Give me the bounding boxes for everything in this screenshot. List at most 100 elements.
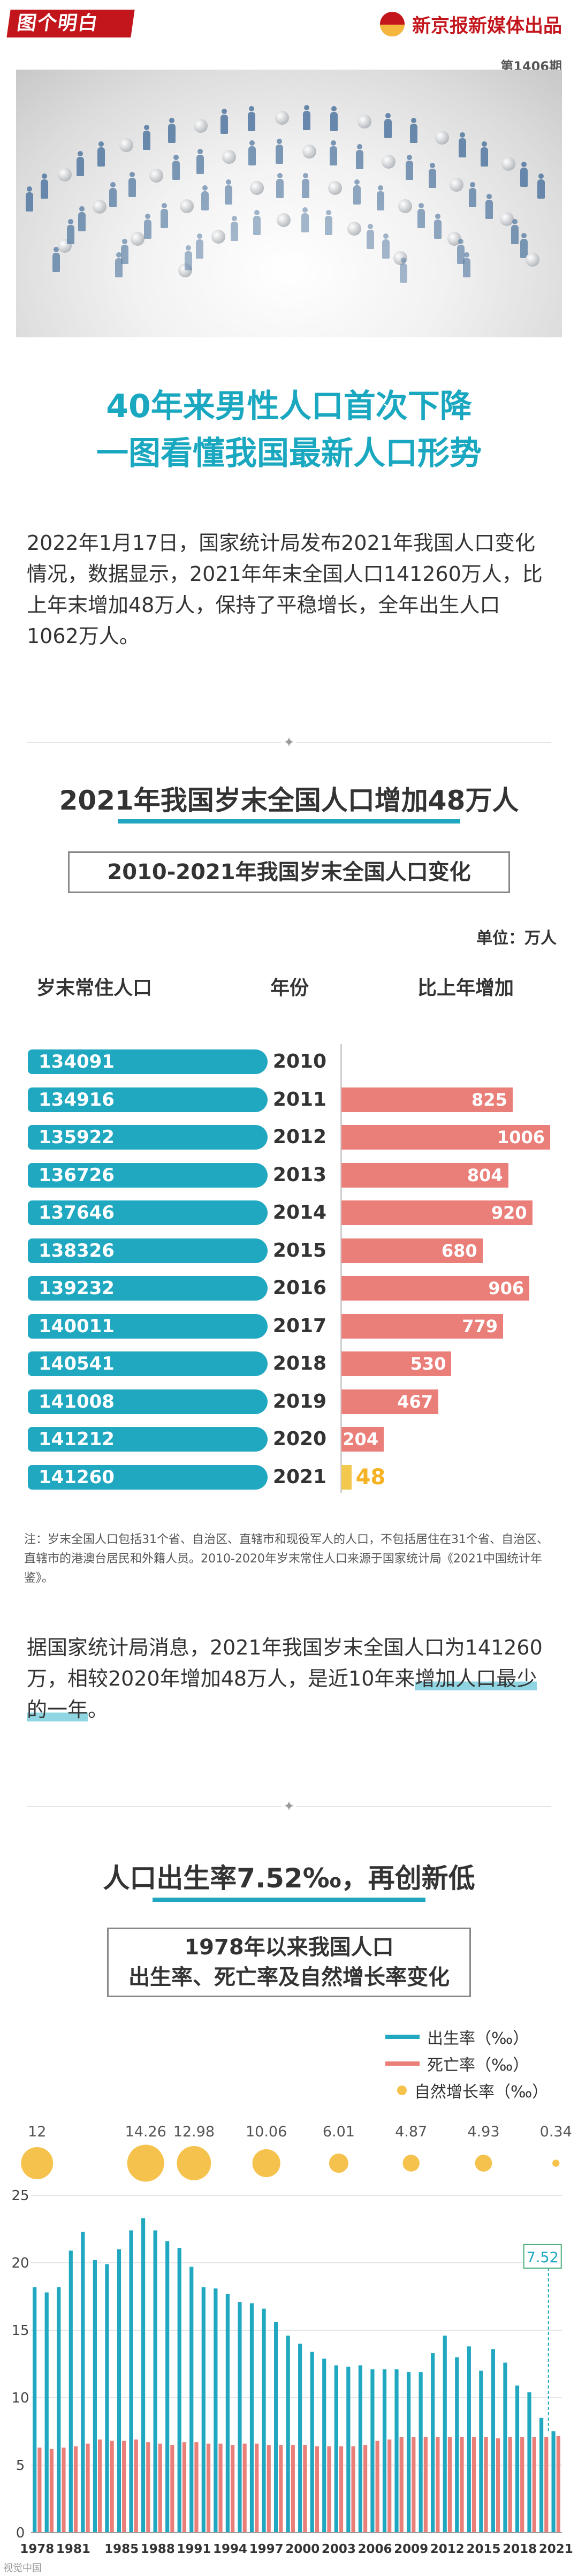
pushpin-icon bbox=[275, 110, 290, 125]
person-figure-icon bbox=[115, 252, 123, 278]
x-tick-label: 2006 bbox=[358, 2542, 392, 2556]
birth-rate-bar bbox=[310, 2352, 314, 2533]
brand-text: 新京报新媒体出品 bbox=[412, 15, 562, 37]
pushpin-icon bbox=[499, 211, 514, 226]
birth-rate-bar bbox=[539, 2418, 544, 2533]
x-tick-label: 2012 bbox=[430, 2542, 465, 2556]
population-value: 140011 bbox=[28, 1313, 268, 1339]
x-tick-label: 2015 bbox=[466, 2542, 500, 2556]
birth-rate-bar bbox=[382, 2369, 387, 2533]
person-figure-icon bbox=[121, 238, 129, 264]
main-title-line1: 40年来男性人口首次下降 bbox=[106, 388, 472, 425]
increase-bar: 906 bbox=[341, 1276, 530, 1301]
main-title-line2: 一图看懂我国最新人口形势 bbox=[96, 435, 482, 472]
population-value: 137646 bbox=[28, 1200, 268, 1225]
birth-rate-bar bbox=[238, 2302, 242, 2533]
natural-growth-dot bbox=[475, 2155, 492, 2172]
year-label: 2011 bbox=[272, 1088, 327, 1111]
natural-growth-label: 10.06 bbox=[246, 2124, 287, 2140]
death-rate-bar bbox=[279, 2445, 283, 2533]
brand: 新京报新媒体出品 bbox=[379, 11, 562, 37]
pushpin-icon bbox=[381, 154, 396, 169]
increase-bar: 1006 bbox=[341, 1125, 550, 1150]
birth-rate-bar bbox=[322, 2358, 326, 2533]
birth-rate-bar bbox=[33, 2287, 37, 2533]
person-figure-icon bbox=[184, 245, 192, 270]
birth-rate-bar bbox=[346, 2367, 351, 2533]
death-rate-bar bbox=[146, 2442, 150, 2533]
year-label: 2018 bbox=[272, 1353, 327, 1374]
death-rate-bar bbox=[37, 2447, 42, 2533]
birth-rate-bar bbox=[527, 2392, 531, 2533]
x-tick-label: 2018 bbox=[503, 2542, 537, 2556]
person-figure-icon bbox=[355, 143, 363, 169]
pushpin-icon bbox=[179, 199, 194, 213]
pushpin-icon bbox=[277, 213, 291, 228]
birth-rate-bar bbox=[69, 2250, 73, 2533]
increase-bar: 204 bbox=[341, 1427, 384, 1452]
y-tick-label: 10 bbox=[11, 2390, 29, 2406]
conclusion-end: 。 bbox=[88, 1698, 109, 1721]
legend-natural: 自然增长率（‰） bbox=[385, 2079, 548, 2102]
year-label: 2016 bbox=[272, 1277, 327, 1299]
star-icon: ✦ bbox=[282, 735, 296, 750]
birth-rate-bar bbox=[370, 2369, 375, 2533]
pushpin-icon bbox=[250, 181, 264, 195]
person-figure-icon bbox=[481, 141, 489, 167]
box-title-line1: 1978年以来我国人口 bbox=[184, 1935, 394, 1960]
increase-bar: 920 bbox=[341, 1200, 533, 1225]
legend-natural-swatch bbox=[397, 2086, 407, 2095]
increase-axis bbox=[340, 1044, 342, 1493]
unit-label: 单位：万人 bbox=[476, 929, 557, 948]
death-rate-bar bbox=[423, 2437, 428, 2533]
person-figure-icon bbox=[511, 219, 519, 245]
death-rate-bar bbox=[387, 2439, 392, 2533]
birth-rate-bar bbox=[358, 2365, 362, 2533]
population-value: 141008 bbox=[28, 1389, 268, 1414]
section2-box-title: 1978年以来我国人口 出生率、死亡率及自然增长率变化 bbox=[107, 1928, 471, 1997]
star-icon: ✦ bbox=[282, 1799, 296, 1814]
death-rate-bar bbox=[460, 2437, 464, 2533]
year-label: 2012 bbox=[272, 1126, 327, 1148]
death-rate-bar bbox=[484, 2437, 488, 2533]
death-rate-bar bbox=[399, 2437, 404, 2533]
birth-rate-bar bbox=[201, 2287, 206, 2533]
birth-rate-bar bbox=[225, 2293, 230, 2533]
population-value: 134916 bbox=[28, 1087, 268, 1112]
death-rate-bar bbox=[122, 2441, 126, 2533]
pushpin-icon bbox=[222, 149, 236, 164]
birth-rate-bar bbox=[334, 2365, 338, 2533]
death-rate-bar bbox=[86, 2443, 90, 2533]
birth-rate-bar bbox=[262, 2308, 266, 2533]
increase-bar bbox=[341, 1464, 352, 1490]
year-label: 2020 bbox=[272, 1428, 327, 1450]
watermark: 视觉中国 bbox=[3, 2563, 42, 2574]
birth-rate-bar bbox=[394, 2369, 399, 2533]
person-figure-icon bbox=[172, 155, 180, 180]
birth-rate-bar bbox=[273, 2322, 278, 2533]
birth-rate-bar bbox=[491, 2349, 495, 2533]
natural-growth-dot bbox=[21, 2147, 54, 2179]
pushpin-icon bbox=[501, 157, 515, 171]
pushpin-icon bbox=[450, 177, 464, 192]
intro-paragraph: 2022年1月17日，国家统计局发布2021年我国人口变化情况，数据显示，202… bbox=[27, 531, 543, 648]
brand-logo-icon bbox=[379, 12, 405, 36]
person-figure-icon bbox=[537, 173, 545, 199]
death-rate-bar bbox=[218, 2443, 223, 2533]
year-label: 2013 bbox=[272, 1164, 327, 1186]
person-figure-icon bbox=[329, 140, 337, 166]
person-figure-icon bbox=[247, 106, 255, 132]
person-figure-icon bbox=[469, 182, 477, 208]
natural-growth-label: 4.87 bbox=[395, 2124, 427, 2140]
person-figure-icon bbox=[384, 112, 392, 138]
natural-growth-label: 0.34 bbox=[540, 2124, 572, 2140]
birth-rate-bar bbox=[467, 2346, 471, 2533]
death-rate-bar bbox=[134, 2439, 138, 2533]
legend-birth-swatch bbox=[385, 2035, 420, 2039]
legend-birth-label: 出生率（‰） bbox=[427, 2029, 529, 2048]
column-logo: 图个明白 bbox=[6, 10, 135, 37]
pushpin-icon bbox=[328, 181, 342, 195]
population-value: 140541 bbox=[28, 1351, 268, 1376]
death-rate-bar bbox=[303, 2445, 307, 2533]
population-value: 138326 bbox=[28, 1238, 268, 1263]
